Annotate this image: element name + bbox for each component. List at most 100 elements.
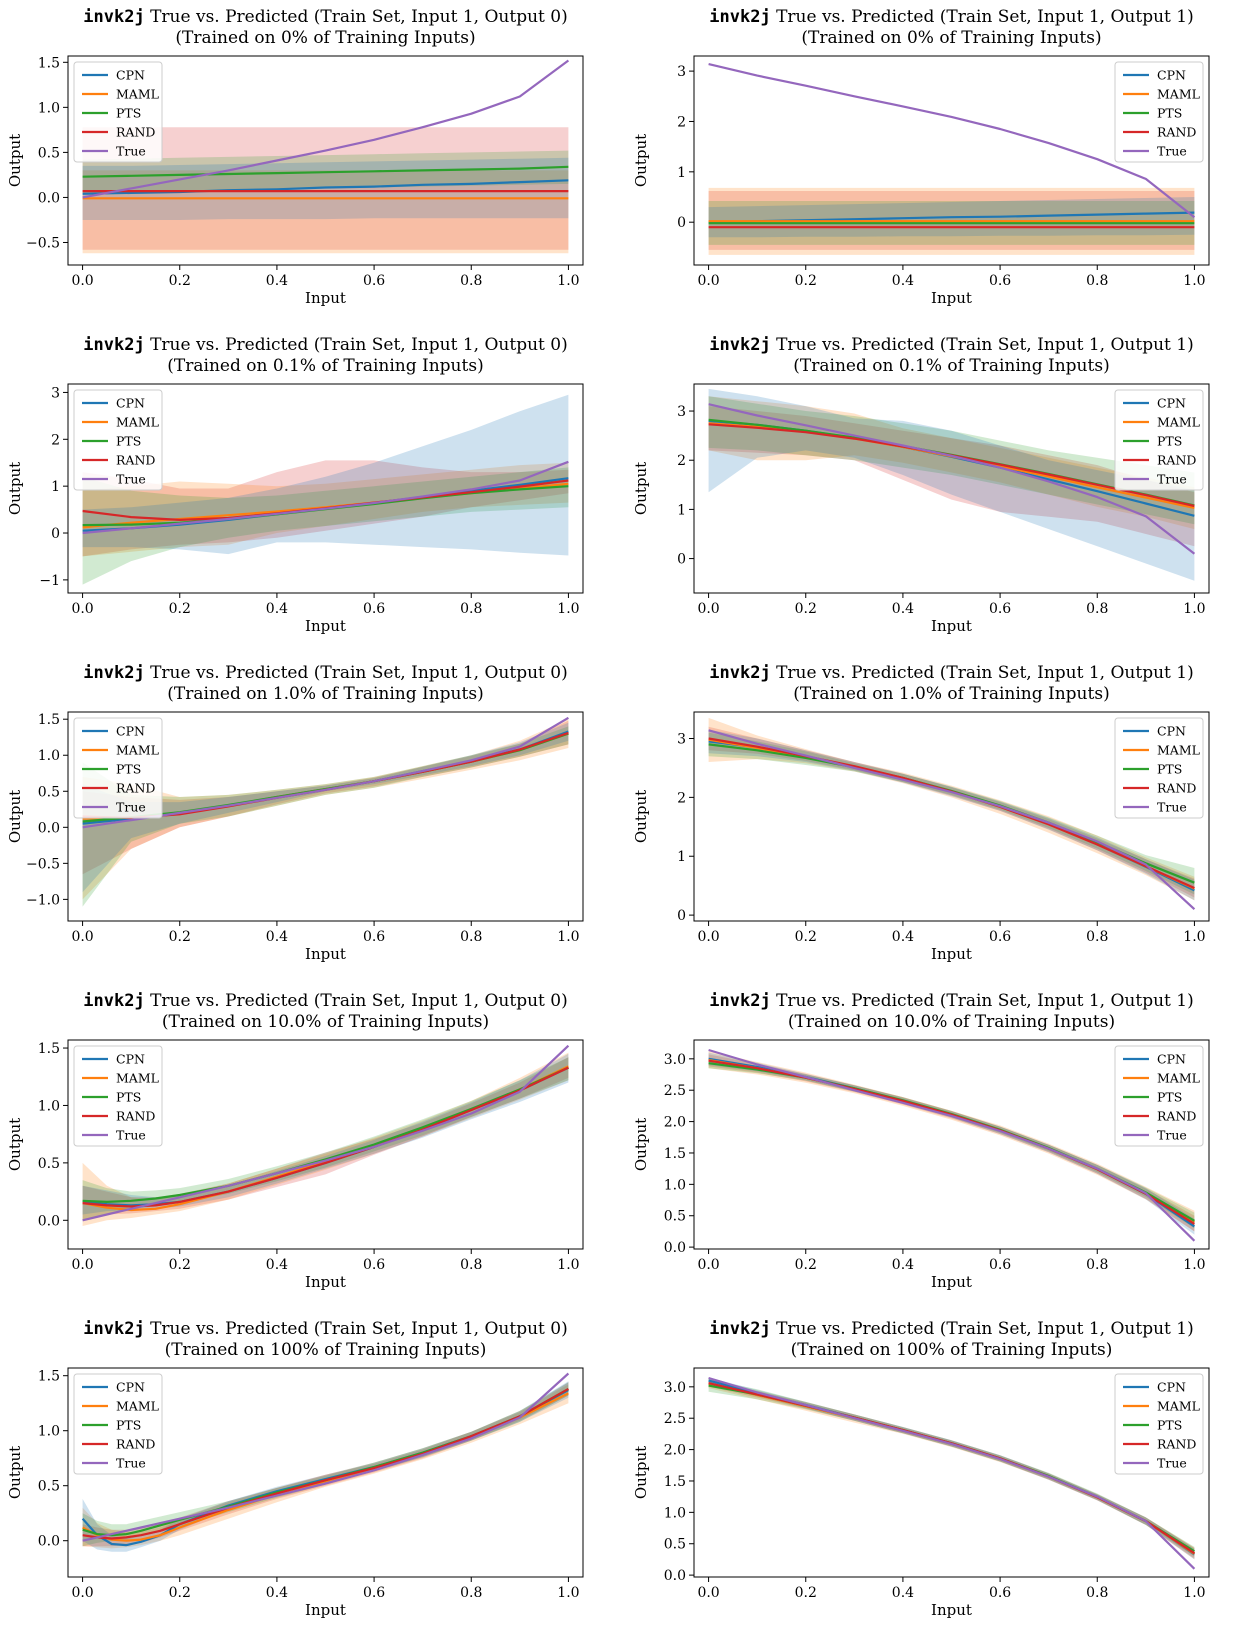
x-tick-label: 1.0 xyxy=(1183,1585,1205,1601)
chart-title-code: invk2j xyxy=(709,991,770,1011)
y-tick-label: 2.5 xyxy=(664,1411,686,1427)
chart-title: invk2j True vs. Predicted (Train Set, In… xyxy=(83,991,567,1011)
y-tick-label: −0.5 xyxy=(26,856,60,872)
legend-label: RAND xyxy=(1157,453,1196,468)
y-tick-label: 0 xyxy=(51,526,60,542)
chart-title-code: invk2j xyxy=(83,991,144,1011)
legend-label: MAML xyxy=(1157,87,1200,102)
band-rand xyxy=(708,406,1195,547)
x-tick-label: 1.0 xyxy=(1183,273,1205,289)
line-chart: invk2j True vs. Predicted (Train Set, In… xyxy=(632,335,1210,635)
legend-label: True xyxy=(116,1456,146,1471)
chart-panel: invk2j True vs. Predicted (Train Set, In… xyxy=(626,328,1252,656)
legend-label: True xyxy=(1157,1456,1187,1471)
y-tick-label: 1.5 xyxy=(664,1146,686,1162)
plot-area xyxy=(81,1372,570,1552)
chart-subtitle: (Trained on 100% of Training Inputs) xyxy=(791,1340,1113,1360)
x-tick-label: 1.0 xyxy=(557,929,579,945)
x-tick-label: 0.2 xyxy=(169,1257,191,1273)
legend-label: MAML xyxy=(116,415,159,430)
x-tick-label: 0.0 xyxy=(697,273,719,289)
y-tick-label: 1.5 xyxy=(38,712,60,728)
plot-area xyxy=(708,63,1196,255)
y-tick-label: 2.5 xyxy=(664,1083,686,1099)
y-tick-label: 0.5 xyxy=(664,1209,686,1225)
x-tick-label: 0.0 xyxy=(697,1585,719,1601)
x-tick-label: 0.2 xyxy=(169,273,191,289)
chart-panel: invk2j True vs. Predicted (Train Set, In… xyxy=(626,0,1252,328)
legend-frame xyxy=(1114,61,1204,163)
x-tick-label: 0.4 xyxy=(266,1585,288,1601)
x-tick-label: 0.8 xyxy=(460,273,482,289)
y-tick-label: 0 xyxy=(677,215,686,231)
y-tick-label: 1.0 xyxy=(38,748,60,764)
x-axis-label: Input xyxy=(931,1273,972,1291)
chart-title-code: invk2j xyxy=(83,7,144,27)
series-line-true xyxy=(708,403,1196,555)
chart-panel: invk2j True vs. Predicted (Train Set, In… xyxy=(0,1312,626,1640)
axes-frame xyxy=(67,383,584,594)
x-axis-label: Input xyxy=(305,289,346,307)
axes-frame xyxy=(693,1367,1210,1578)
band-maml xyxy=(82,719,569,900)
x-axis-label: Input xyxy=(305,617,346,635)
x-tick-label: 0.4 xyxy=(892,601,914,617)
x-tick-label: 1.0 xyxy=(557,1585,579,1601)
legend-label: MAML xyxy=(116,87,159,102)
band-cpn xyxy=(82,157,569,220)
legend-label: MAML xyxy=(1157,415,1200,430)
x-tick-label: 0.6 xyxy=(363,1585,385,1601)
chart-panel: invk2j True vs. Predicted (Train Set, In… xyxy=(0,328,626,656)
chart-title: invk2j True vs. Predicted (Train Set, In… xyxy=(709,335,1193,355)
legend-label: PTS xyxy=(1157,762,1182,777)
chart-title-code: invk2j xyxy=(83,335,144,355)
line-chart: invk2j True vs. Predicted (Train Set, In… xyxy=(6,991,584,1291)
x-tick-label: 0.4 xyxy=(892,1585,914,1601)
x-axis-label: Input xyxy=(305,945,346,963)
legend-frame xyxy=(73,1045,163,1147)
legend-frame xyxy=(73,61,163,163)
chart-title: invk2j True vs. Predicted (Train Set, In… xyxy=(709,1319,1193,1339)
chart-title-text: True vs. Predicted (Train Set, Input 1, … xyxy=(771,7,1194,27)
y-tick-label: 1.5 xyxy=(38,1369,60,1385)
legend: CPN MAML PTS RAND True xyxy=(1114,1045,1204,1147)
x-tick-label: 0.8 xyxy=(460,929,482,945)
legend-label: True xyxy=(116,1128,146,1143)
legend-label: True xyxy=(1157,1128,1187,1143)
x-tick-label: 0.6 xyxy=(989,929,1011,945)
chart-panel: invk2j True vs. Predicted (Train Set, In… xyxy=(0,984,626,1312)
chart-panel: invk2j True vs. Predicted (Train Set, In… xyxy=(626,984,1252,1312)
chart-title: invk2j True vs. Predicted (Train Set, In… xyxy=(709,7,1193,27)
band-maml xyxy=(708,1379,1195,1560)
y-tick-label: 1.0 xyxy=(38,1424,60,1440)
y-tick-label: 1.5 xyxy=(664,1474,686,1490)
legend-label: True xyxy=(116,800,146,815)
chart-title: invk2j True vs. Predicted (Train Set, In… xyxy=(83,335,567,355)
chart-title-text: True vs. Predicted (Train Set, Input 1, … xyxy=(771,991,1194,1011)
y-axis-label: Output xyxy=(6,790,24,843)
axes-frame xyxy=(693,1039,1210,1250)
chart-title-text: True vs. Predicted (Train Set, Input 1, … xyxy=(145,663,568,683)
chart-title-code: invk2j xyxy=(709,663,770,683)
legend-frame xyxy=(73,389,163,491)
series-line-true xyxy=(82,1044,570,1222)
x-axis-label: Input xyxy=(305,1273,346,1291)
legend: CPN MAML PTS RAND True xyxy=(1114,717,1204,819)
chart-subtitle: (Trained on 0.1% of Training Inputs) xyxy=(793,356,1109,376)
legend-frame xyxy=(1114,717,1204,819)
y-tick-label: 3 xyxy=(51,385,60,401)
x-tick-label: 0.4 xyxy=(266,601,288,617)
chart-subtitle: (Trained on 0.1% of Training Inputs) xyxy=(167,356,483,376)
legend-label: PTS xyxy=(1157,434,1182,449)
y-tick-label: −1 xyxy=(39,573,60,589)
x-tick-label: 0.2 xyxy=(795,1585,817,1601)
x-tick-label: 0.8 xyxy=(1086,601,1108,617)
x-tick-label: 0.6 xyxy=(989,1585,1011,1601)
x-tick-label: 0.8 xyxy=(460,1257,482,1273)
legend-label: RAND xyxy=(116,1437,155,1452)
legend-label: PTS xyxy=(116,762,141,777)
band-rand xyxy=(708,1054,1195,1232)
x-tick-label: 0.8 xyxy=(1086,1585,1108,1601)
legend-frame xyxy=(73,717,163,819)
x-tick-label: 0.2 xyxy=(795,273,817,289)
